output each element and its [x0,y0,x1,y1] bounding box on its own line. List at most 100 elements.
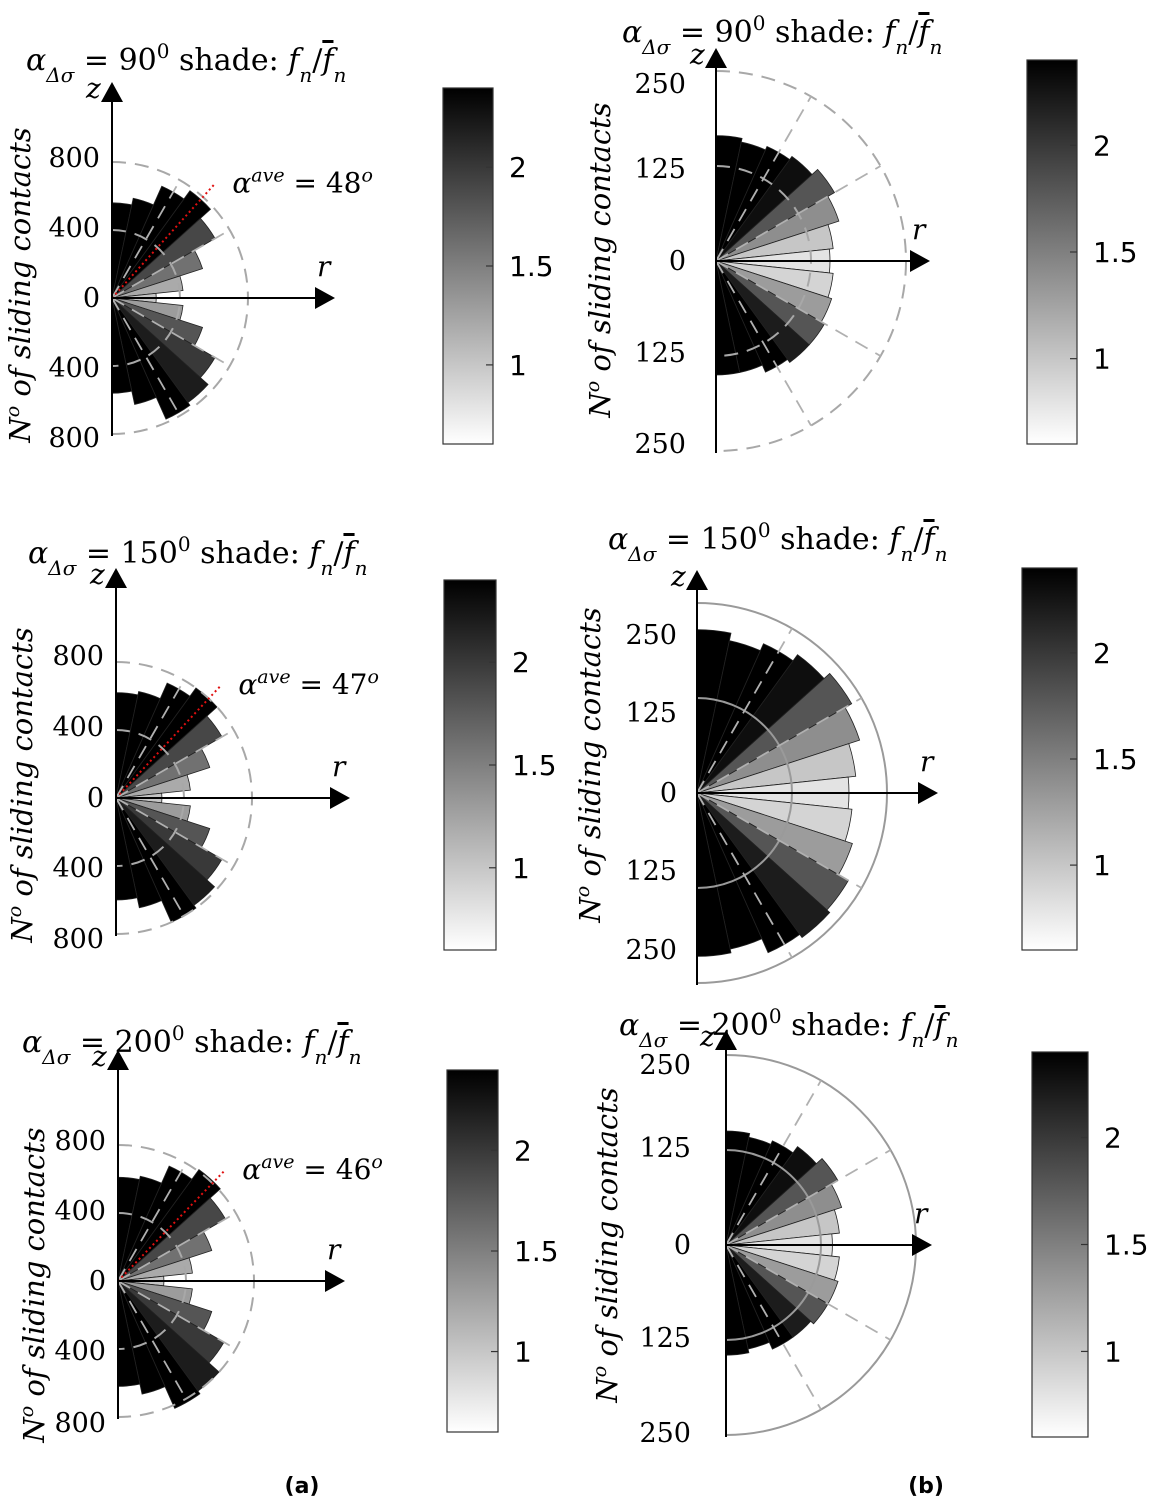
colorbar-tick-label: 1 [509,349,527,382]
tick-label: 400 [52,853,104,884]
grid-ring [115,729,185,867]
colorbar-tick-label: 1.5 [509,250,554,283]
histogram-bar [715,195,840,262]
tick-label: 125 [625,856,677,887]
tick-label: 250 [634,429,686,460]
tick-label: 125 [625,698,677,729]
tick-label: 0 [83,283,100,314]
y-axis-label: No of sliding contacts [589,1087,624,1403]
chart-title: αΔσ = 1500 shade: fn/fn [28,532,367,580]
r-axis-arrow [315,287,335,309]
z-axis-arrow [715,1030,737,1050]
y-axis-label: No of sliding contacts [572,607,607,923]
colorbar [443,579,497,951]
histogram-bar [111,275,184,299]
histogram-bar [715,260,810,364]
chart-title: αΔσ = 2000 shade: fn/fn [619,1004,958,1052]
average-angle-line [117,1170,226,1282]
histogram-bar [696,792,831,939]
z-axis-arrow [101,82,123,102]
histogram-bar [111,297,157,405]
colorbar-tick-label: 2 [512,646,530,679]
histogram-bar [696,672,853,794]
tick-label: 400 [54,1336,106,1367]
z-axis-label: z [91,1040,107,1073]
z-axis-label: z [699,1020,715,1053]
tick-label: 125 [634,338,686,369]
y-axis-label: No of sliding contacts [2,127,37,443]
r-axis-label: r [317,250,332,283]
colorbar [442,87,494,445]
histogram-bar [117,1280,166,1395]
tick-label: 250 [639,1418,691,1449]
panel-label-b: (b) [908,1474,944,1499]
grid-spoke [725,1244,822,1410]
grid-spoke [715,96,812,262]
z-axis-arrow [705,48,727,68]
tick-label: 800 [52,924,104,955]
r-axis-arrow [325,1270,345,1292]
tick-label: 0 [674,1230,691,1261]
tick-label: 800 [48,423,100,454]
colorbar [446,1069,499,1433]
tick-label: 250 [634,69,686,100]
grid-spoke [715,260,812,426]
tick-label: 0 [87,783,104,814]
grid-spoke [715,260,881,357]
r-axis-label: r [332,750,347,783]
tick-label: 250 [625,620,677,651]
histogram-bar [725,1157,839,1246]
grid-ring [117,1212,187,1350]
tick-label: 400 [48,353,100,384]
histogram-bar [725,1244,794,1350]
y-axis-label: No of sliding contacts [582,102,617,418]
histogram-bar [696,743,857,794]
r-axis-label: r [914,1197,929,1230]
chart-panel-3: αave = 47o z r 0 400 800 400 800 No of sliding c… [4,532,557,955]
z-axis-arrow [105,568,127,588]
tick-label: 250 [625,935,677,966]
colorbar-tick-label: 1 [1093,849,1111,882]
colorbar-tick-label: 1.5 [1093,236,1138,269]
grid-spoke [696,628,793,794]
average-angle-label: αave = 46o [242,1151,383,1186]
tick-label: 0 [89,1266,106,1297]
chart-title: αΔσ = 2000 shade: fn/fn [22,1021,361,1069]
histogram-bar [117,1169,221,1282]
colorbar-tick-label: 2 [1104,1122,1122,1155]
grid-spoke [696,792,862,889]
histogram-bar [715,224,834,262]
r-axis-label: r [327,1233,342,1266]
grid-spoke [725,1080,822,1246]
colorbar-tick-label: 2 [514,1134,532,1167]
colorbar-tick-label: 2 [1093,637,1111,670]
histogram-bar [115,797,163,909]
z-axis-arrow [107,1050,129,1070]
r-axis-arrow [910,250,930,272]
chart-panel-4: z r 0 125 250 125 250 No of sliding contacts αΔσ… [572,518,1138,985]
grid-ring [111,229,181,367]
chart-title: αΔσ = 900 shade: fn/fn [622,11,942,59]
panel-label-a: (a) [285,1474,320,1499]
z-axis-label: z [85,72,101,105]
r-axis-label: r [912,213,927,246]
histogram-bar [115,774,191,799]
tick-label: 400 [52,712,104,743]
tick-label: 0 [669,246,686,277]
r-axis-arrow [912,1234,932,1256]
histogram-bar [725,1209,840,1246]
tick-label: 250 [639,1050,691,1081]
r-axis-arrow [330,787,350,809]
colorbar-tick-label: 1.5 [1093,743,1138,776]
tick-label: 800 [52,641,104,672]
tick-label: 125 [639,1323,691,1354]
y-axis-label: No of sliding contacts [16,1127,51,1443]
grid-spoke [696,792,793,958]
histogram-bar [117,1257,193,1282]
tick-label: 800 [54,1408,106,1439]
tick-label: 800 [54,1126,106,1157]
tick-label: 400 [48,213,100,244]
colorbar [1031,1051,1089,1438]
